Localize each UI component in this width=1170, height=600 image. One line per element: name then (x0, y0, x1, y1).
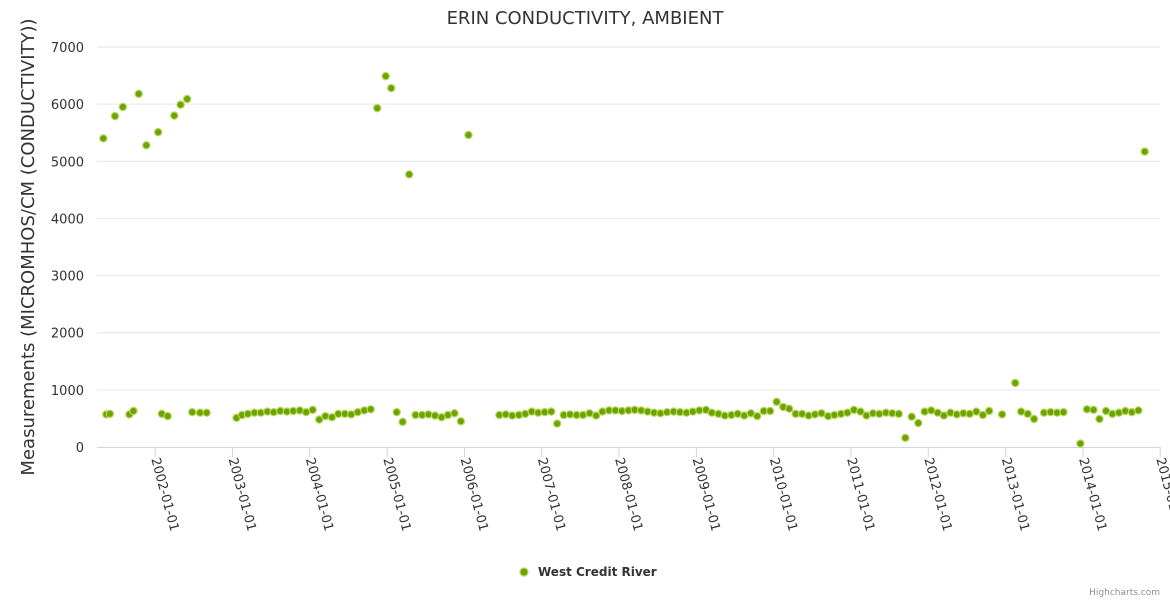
data-point[interactable] (142, 141, 151, 150)
data-point[interactable] (366, 405, 375, 414)
data-point[interactable] (176, 100, 185, 109)
data-point[interactable] (920, 407, 929, 416)
data-point[interactable] (1095, 414, 1104, 424)
data-point[interactable] (972, 407, 981, 416)
data-point[interactable] (118, 102, 128, 112)
data-point[interactable] (424, 410, 433, 419)
data-point[interactable] (202, 408, 211, 417)
data-point[interactable] (373, 103, 382, 113)
chart-title: ERIN CONDUCTIVITY, AMBIENT (447, 8, 725, 29)
y-tick-label: 0 (76, 441, 84, 456)
data-point[interactable] (591, 411, 601, 420)
data-point[interactable] (188, 407, 197, 417)
data-point[interactable] (269, 407, 278, 417)
data-point[interactable] (914, 418, 923, 428)
data-point[interactable] (308, 405, 317, 415)
data-point[interactable] (1029, 414, 1039, 424)
data-point[interactable] (875, 409, 884, 419)
data-point[interactable] (129, 406, 138, 416)
data-point[interactable] (99, 134, 108, 143)
data-point[interactable] (656, 409, 665, 418)
data-point[interactable] (1121, 406, 1130, 416)
y-axis-title: Measurements (MICROMHOS/CM (CONDUCTIVITY… (18, 18, 39, 475)
data-point[interactable] (1108, 409, 1117, 419)
data-point[interactable] (688, 407, 698, 416)
data-point[interactable] (830, 410, 839, 420)
data-point[interactable] (110, 111, 120, 121)
data-point[interactable] (1140, 147, 1149, 156)
data-point[interactable] (153, 127, 163, 137)
data-point[interactable] (392, 407, 401, 417)
data-point[interactable] (784, 404, 794, 413)
y-tick-label: 1000 (51, 384, 84, 399)
data-point[interactable] (984, 406, 994, 416)
data-point[interactable] (1076, 439, 1085, 448)
data-point[interactable] (810, 410, 820, 419)
credits-link[interactable]: Highcharts.com (1089, 588, 1160, 598)
y-axis: 0 1000 2000 3000 4000 5000 6000 7000 (51, 41, 84, 456)
data-point[interactable] (105, 409, 115, 419)
y-tick-label: 5000 (51, 155, 84, 170)
y-tick-label: 7000 (51, 41, 84, 56)
data-point[interactable] (1134, 406, 1143, 415)
data-point[interactable] (598, 407, 607, 416)
data-point[interactable] (450, 409, 459, 418)
data-point[interactable] (547, 407, 556, 416)
data-point[interactable] (1011, 378, 1020, 388)
data-point[interactable] (1089, 405, 1098, 415)
data-point[interactable] (170, 111, 179, 120)
data-point[interactable] (256, 408, 266, 417)
data-point[interactable] (405, 170, 414, 179)
data-point[interactable] (321, 411, 330, 421)
data-point[interactable] (752, 411, 762, 421)
data-point[interactable] (381, 71, 390, 81)
data-point[interactable] (134, 89, 143, 99)
legend-marker[interactable] (519, 567, 529, 577)
data-point[interactable] (552, 419, 562, 428)
data-point[interactable] (327, 413, 337, 422)
data-point[interactable] (398, 417, 407, 427)
data-point[interactable] (387, 83, 396, 93)
data-point[interactable] (856, 407, 865, 416)
data-point[interactable] (952, 410, 961, 419)
data-point[interactable] (243, 409, 253, 419)
data-point[interactable] (315, 415, 324, 424)
data-point[interactable] (997, 410, 1007, 419)
data-point[interactable] (1059, 407, 1068, 417)
data-point[interactable] (894, 409, 904, 419)
data-points (99, 71, 1149, 448)
data-point[interactable] (907, 412, 916, 421)
data-point[interactable] (772, 397, 781, 407)
data-point[interactable] (901, 433, 910, 443)
data-point[interactable] (707, 408, 717, 417)
y-tick-label: 6000 (51, 98, 84, 113)
grid-lines (97, 46, 1160, 391)
data-point[interactable] (163, 411, 172, 421)
data-point[interactable] (182, 94, 192, 104)
data-point[interactable] (978, 410, 988, 420)
data-point[interactable] (1023, 409, 1032, 419)
y-tick-label: 3000 (51, 270, 84, 285)
legend-label-west-credit-river[interactable]: West Credit River (538, 565, 657, 579)
data-point[interactable] (765, 406, 775, 416)
data-point[interactable] (643, 407, 652, 416)
data-point[interactable] (456, 417, 466, 426)
y-tick-label: 2000 (51, 327, 84, 342)
data-point[interactable] (501, 410, 510, 419)
data-point[interactable] (464, 130, 473, 140)
legend[interactable]: West Credit River (519, 565, 657, 579)
y-tick-label: 4000 (51, 212, 84, 227)
